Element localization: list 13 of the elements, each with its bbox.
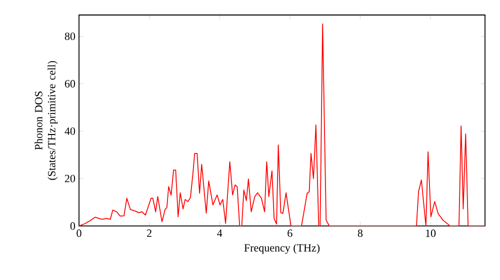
x-tick-label: 4 [217, 230, 222, 237]
x-tick-label: 0 [76, 230, 82, 237]
x-tick-label: 10 [426, 230, 436, 237]
x-axis-title: Frequency (THz) [244, 244, 320, 254]
x-tick-label: 2 [147, 230, 152, 237]
y-tick-label: 60 [64, 80, 76, 88]
y-tick-label: 40 [64, 127, 76, 135]
y-axis-title: Phonon DOS (States/THz·primitive cell) [34, 61, 58, 180]
y-tick-label: 80 [64, 32, 76, 40]
x-tick-label: 6 [288, 230, 292, 237]
y-tick-label: 20 [64, 174, 76, 182]
x-tick-label: 8 [358, 230, 363, 237]
y-tick-label: 0 [70, 222, 76, 230]
